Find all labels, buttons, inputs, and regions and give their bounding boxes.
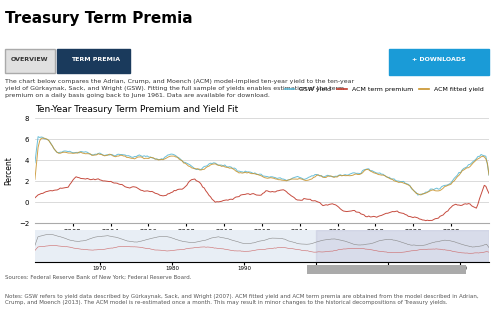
- Text: TERM PREMIA: TERM PREMIA: [71, 57, 120, 63]
- FancyBboxPatch shape: [57, 49, 130, 73]
- Bar: [316, 230, 489, 262]
- Text: Sources: Federal Reserve Bank of New York; Federal Reserve Board.: Sources: Federal Reserve Bank of New Yor…: [5, 275, 192, 280]
- Legend: GSW yield, ACM term premium, ACM fitted yield: GSW yield, ACM term premium, ACM fitted …: [282, 84, 486, 95]
- Text: Treasury Term Premia: Treasury Term Premia: [5, 11, 193, 26]
- Text: Notes: GSW refers to yield data described by Gürkaynak, Sack, and Wright (2007).: Notes: GSW refers to yield data describe…: [5, 294, 479, 305]
- Text: OVERVIEW: OVERVIEW: [11, 57, 49, 63]
- Text: + DOWNLOADS: + DOWNLOADS: [412, 57, 466, 63]
- FancyBboxPatch shape: [389, 49, 489, 75]
- FancyBboxPatch shape: [5, 49, 55, 73]
- Y-axis label: Percent: Percent: [4, 156, 13, 185]
- Bar: [307, 265, 466, 274]
- Text: Ten-Year Treasury Term Premium and Yield Fit: Ten-Year Treasury Term Premium and Yield…: [35, 106, 238, 115]
- Text: The chart below compares the Adrian, Crump, and Moench (ACM) model-implied ten-y: The chart below compares the Adrian, Cru…: [5, 79, 354, 99]
